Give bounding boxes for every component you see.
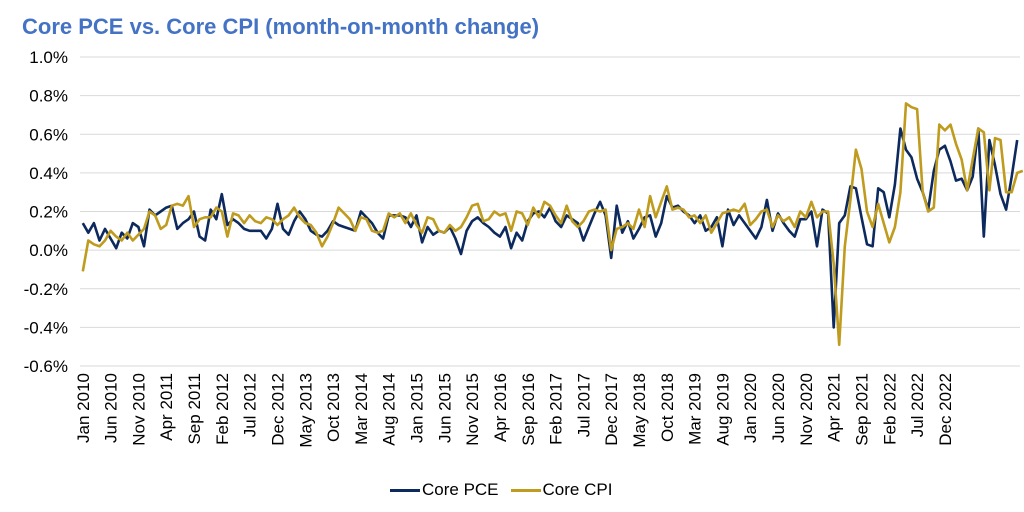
x-tick-label: Jun 2015 [435,373,454,443]
x-tick-label: Apr 2016 [491,373,510,442]
y-tick-label: -0.6% [24,357,68,376]
series-line-core-cpi [81,102,1024,347]
y-tick-label: -0.2% [24,280,68,299]
x-tick-label: Dec 2012 [268,373,287,446]
x-tick-label: Sep 2011 [185,373,204,445]
x-tick-label: Nov 2020 [797,373,816,446]
x-tick-label: Dec 2022 [936,373,955,446]
legend-label-core-pce: Core PCE [422,480,499,499]
y-tick-label: 0.2% [29,203,68,222]
y-tick-label: 0.4% [29,164,68,183]
chart-title: Core PCE vs. Core CPI (month-on-month ch… [22,14,540,39]
x-tick-label: Jan 2020 [741,373,760,443]
series-line-core-pce [81,127,1019,329]
x-tick-label: Feb 2017 [547,373,566,445]
x-tick-label: Jan 2015 [408,373,427,443]
x-tick-label: Oct 2013 [324,373,343,442]
x-tick-label: Oct 2018 [658,373,677,442]
x-tick-label: Mar 2019 [686,373,705,445]
y-tick-label: -0.4% [24,318,68,337]
x-tick-label: Dec 2017 [602,373,621,446]
x-tick-label: Jan 2010 [74,373,93,443]
y-tick-label: 0.0% [29,241,68,260]
x-tick-label: Nov 2010 [129,373,148,446]
legend-label-core-cpi: Core CPI [542,480,613,499]
series-lines [81,102,1024,347]
legend-swatch-core-cpi [510,488,541,492]
x-tick-label: May 2013 [296,373,315,448]
x-tick-label: Apr 2011 [157,373,176,441]
y-tick-label: 1.0% [29,48,68,67]
x-tick-label: Jun 2010 [102,373,121,443]
y-axis-ticks: 1.0% 0.8% 0.6% 0.4% 0.2% 0.0% -0.2% -0.4% -0.6% [24,48,68,376]
x-tick-label: Sep 2016 [519,373,538,446]
x-tick-label: Apr 2021 [825,373,844,442]
x-tick-label: Aug 2019 [713,373,732,446]
x-tick-label: Feb 2012 [213,373,232,445]
x-tick-label: Jul 2022 [908,373,927,437]
legend-swatch-core-pce [390,488,420,492]
y-tick-label: 0.6% [29,125,68,144]
x-tick-label: Jul 2017 [574,373,593,437]
x-axis-ticks: Jan 2010 Jun 2010 Nov 2010 Apr 2011 Sep 2011… [74,373,955,448]
legend-item-core-cpi: Core CPI [510,480,613,500]
x-tick-label: May 2018 [630,373,649,448]
chart-legend: Core PCE Core CPI [390,480,624,500]
x-tick-label: Nov 2015 [463,373,482,446]
x-tick-label: Sep 2021 [852,373,871,446]
gridlines [80,56,1020,367]
x-tick-label: Feb 2022 [880,373,899,445]
x-tick-label: Jul 2012 [241,373,260,437]
y-tick-label: 0.8% [29,87,68,106]
legend-item-core-pce: Core PCE [390,480,499,500]
x-tick-label: Jun 2020 [769,373,788,443]
x-tick-label: Aug 2014 [380,373,399,446]
x-tick-label: Mar 2014 [352,373,371,445]
